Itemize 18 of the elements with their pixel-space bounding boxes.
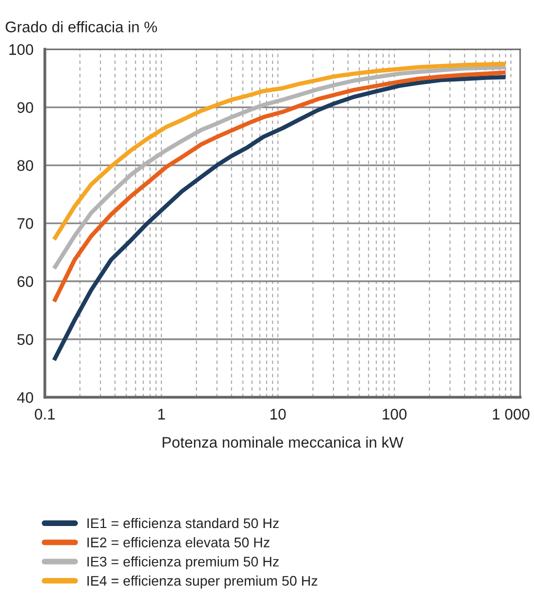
legend-label: IE4 = efficienza super premium 50 Hz — [87, 576, 318, 588]
y-tick-label: 70 — [18, 218, 34, 229]
y-tick-label: 100 — [9, 44, 34, 55]
y-tick-label: 80 — [17, 160, 34, 171]
x-tick-label: 100 — [382, 408, 407, 420]
x-tick-label: 10 — [270, 408, 286, 420]
x-tick-label: 0.1 — [34, 408, 55, 420]
legend-label: IE1 = efficienza standard 50 Hz — [87, 518, 279, 528]
y-tick-label: 90 — [17, 102, 34, 113]
y-axis-title: Grado di efficacia in % — [6, 21, 157, 32]
y-tick-label: 40 — [17, 392, 34, 403]
x-axis-title: Potenza nominale meccanica in kW — [162, 436, 404, 448]
legend-label: IE3 = efficienza premium 50 Hz — [87, 556, 279, 570]
x-tick-label: 1 — [158, 408, 165, 420]
x-tick-label: 1 000 — [492, 408, 530, 420]
y-tick-label: 50 — [17, 334, 34, 345]
y-tick-label: 60 — [18, 276, 34, 287]
legend-label: IE2 = efficienza elevata 50 Hz — [87, 537, 270, 548]
